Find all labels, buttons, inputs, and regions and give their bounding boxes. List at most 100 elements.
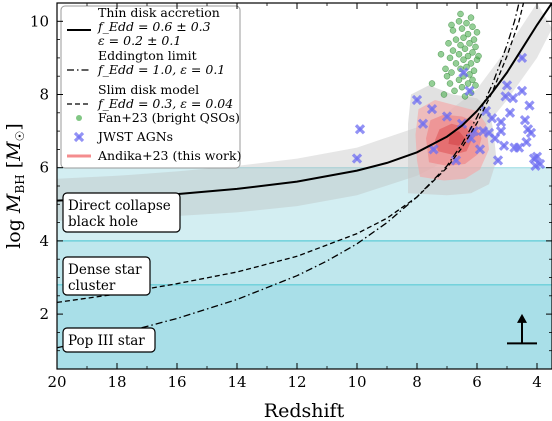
seed-label-line1-0: Direct collapse bbox=[68, 198, 171, 214]
fan-points bbox=[428, 10, 482, 100]
jwst-cross-stroke-b bbox=[465, 133, 477, 144]
y-tick-label: 4 bbox=[39, 232, 49, 250]
fan-point bbox=[473, 29, 481, 36]
fan-point bbox=[463, 19, 470, 27]
jwst-cross-stroke-b bbox=[458, 67, 469, 78]
fan-point bbox=[449, 27, 457, 34]
fan-point bbox=[464, 30, 472, 38]
x-tick-label: 4 bbox=[532, 373, 542, 391]
fan-point bbox=[469, 76, 476, 84]
jwst-point bbox=[441, 111, 453, 122]
legend-label-andika: Andika+23 (this work) bbox=[97, 148, 241, 163]
legend-label-fan: Fan+23 (bright QSOs) bbox=[98, 110, 240, 125]
jwst-point bbox=[465, 133, 477, 144]
jwst-cross-stroke-b bbox=[531, 151, 543, 162]
fan-point bbox=[445, 40, 452, 47]
x-tick-label: 14 bbox=[227, 373, 246, 391]
jwst-cross-stroke-b bbox=[411, 94, 423, 106]
y-tick-label: 6 bbox=[39, 159, 49, 177]
jwst-cross-stroke-b bbox=[428, 144, 439, 155]
fan-point bbox=[458, 83, 466, 91]
jwst-point bbox=[426, 104, 438, 115]
jwst-point bbox=[495, 125, 507, 137]
x-tick-label: 10 bbox=[347, 373, 366, 391]
axes: 20 18 16 14 12 10 8 6 4 2 4 6 8 10 bbox=[30, 2, 552, 391]
fan-point bbox=[455, 18, 463, 25]
jwst-cross-stroke-b bbox=[468, 125, 480, 137]
fan-point bbox=[442, 65, 449, 73]
seed-label-line1-1: Dense star bbox=[68, 262, 142, 278]
legend-label-edd: Eddington limit bbox=[98, 48, 197, 63]
fan-point bbox=[466, 40, 473, 47]
jwst-point bbox=[501, 80, 513, 91]
jwst-point bbox=[521, 136, 532, 148]
fan-point bbox=[457, 41, 464, 49]
jwst-point bbox=[428, 144, 439, 155]
jwst-point bbox=[530, 160, 541, 172]
x-tick-label: 12 bbox=[287, 373, 306, 391]
series-line-solid bbox=[57, 3, 552, 202]
fan-point bbox=[437, 51, 445, 58]
jwst-cross-stroke-b bbox=[525, 127, 537, 139]
jwst-cross-stroke-b bbox=[483, 127, 495, 139]
jwst-point bbox=[525, 127, 537, 139]
legend-frame bbox=[60, 5, 241, 169]
jwst-point bbox=[516, 85, 528, 96]
jwst-cross-stroke-b bbox=[441, 111, 453, 122]
y-tick-label: 2 bbox=[39, 305, 49, 323]
jwst-cross-stroke-b bbox=[516, 85, 528, 96]
fan-point bbox=[457, 10, 464, 18]
y-tick-label: 10 bbox=[30, 12, 49, 30]
jwst-point bbox=[354, 124, 366, 135]
jwst-cross-stroke-b bbox=[524, 100, 535, 111]
legend-line2-edd: f_Edd = 1.0, ε = 0.1 bbox=[97, 62, 225, 77]
seed-label-box-0 bbox=[62, 192, 181, 233]
x-tick-label: 18 bbox=[107, 373, 126, 391]
fan-point bbox=[475, 52, 482, 60]
jwst-point bbox=[500, 91, 511, 102]
jwst-cross-stroke-b bbox=[519, 114, 531, 126]
fan-point bbox=[455, 76, 463, 84]
jwst-point bbox=[507, 93, 519, 104]
jwst-point bbox=[531, 151, 543, 162]
svg-text:log MBH [M☉]: log MBH [M☉] bbox=[3, 123, 27, 249]
jwst-cross-stroke-b bbox=[73, 131, 85, 143]
jwst-point bbox=[495, 116, 507, 128]
jwst-point bbox=[480, 105, 492, 117]
model-lines bbox=[57, 3, 552, 349]
seed-label-line1-2: Pop III star bbox=[68, 333, 145, 349]
legend-swatch-jwst bbox=[73, 131, 85, 143]
jwst-cross-stroke-b bbox=[450, 155, 462, 166]
fan-point bbox=[460, 56, 467, 63]
fan-point bbox=[469, 23, 476, 30]
fan-point bbox=[443, 72, 451, 80]
legend-label-jwst: JWST AGNs bbox=[96, 129, 173, 144]
fan-point bbox=[448, 69, 455, 76]
jwst-cross-stroke-b bbox=[500, 91, 511, 102]
jwst-point bbox=[504, 107, 516, 118]
seed-label-box-2 bbox=[62, 327, 156, 353]
jwst-cross-stroke-b bbox=[486, 113, 498, 124]
jwst-cross-stroke-b bbox=[495, 125, 507, 137]
legend-label-slim: Slim disk model bbox=[98, 82, 199, 97]
fan-point bbox=[452, 36, 460, 43]
fan-point bbox=[446, 80, 454, 87]
jwst-point bbox=[516, 52, 528, 64]
limit-arrow bbox=[507, 313, 537, 345]
fan-point bbox=[428, 80, 436, 87]
x-tick-label: 6 bbox=[472, 373, 482, 391]
limit-arrowhead bbox=[517, 313, 527, 323]
x-axis-label: Redshift bbox=[264, 400, 345, 421]
y-axis-label: log MBH [M☉] bbox=[3, 123, 27, 249]
fan-point bbox=[448, 21, 455, 29]
jwst-point bbox=[492, 155, 504, 166]
fan-point bbox=[470, 67, 478, 74]
x-tick-label: 20 bbox=[47, 373, 66, 391]
legend-swatch-fan bbox=[76, 115, 82, 121]
jwst-point bbox=[458, 67, 469, 78]
seed-label-line2-1: cluster bbox=[68, 278, 116, 294]
legend-line2-slim: f_Edd = 0.3, ε = 0.04 bbox=[97, 96, 233, 111]
